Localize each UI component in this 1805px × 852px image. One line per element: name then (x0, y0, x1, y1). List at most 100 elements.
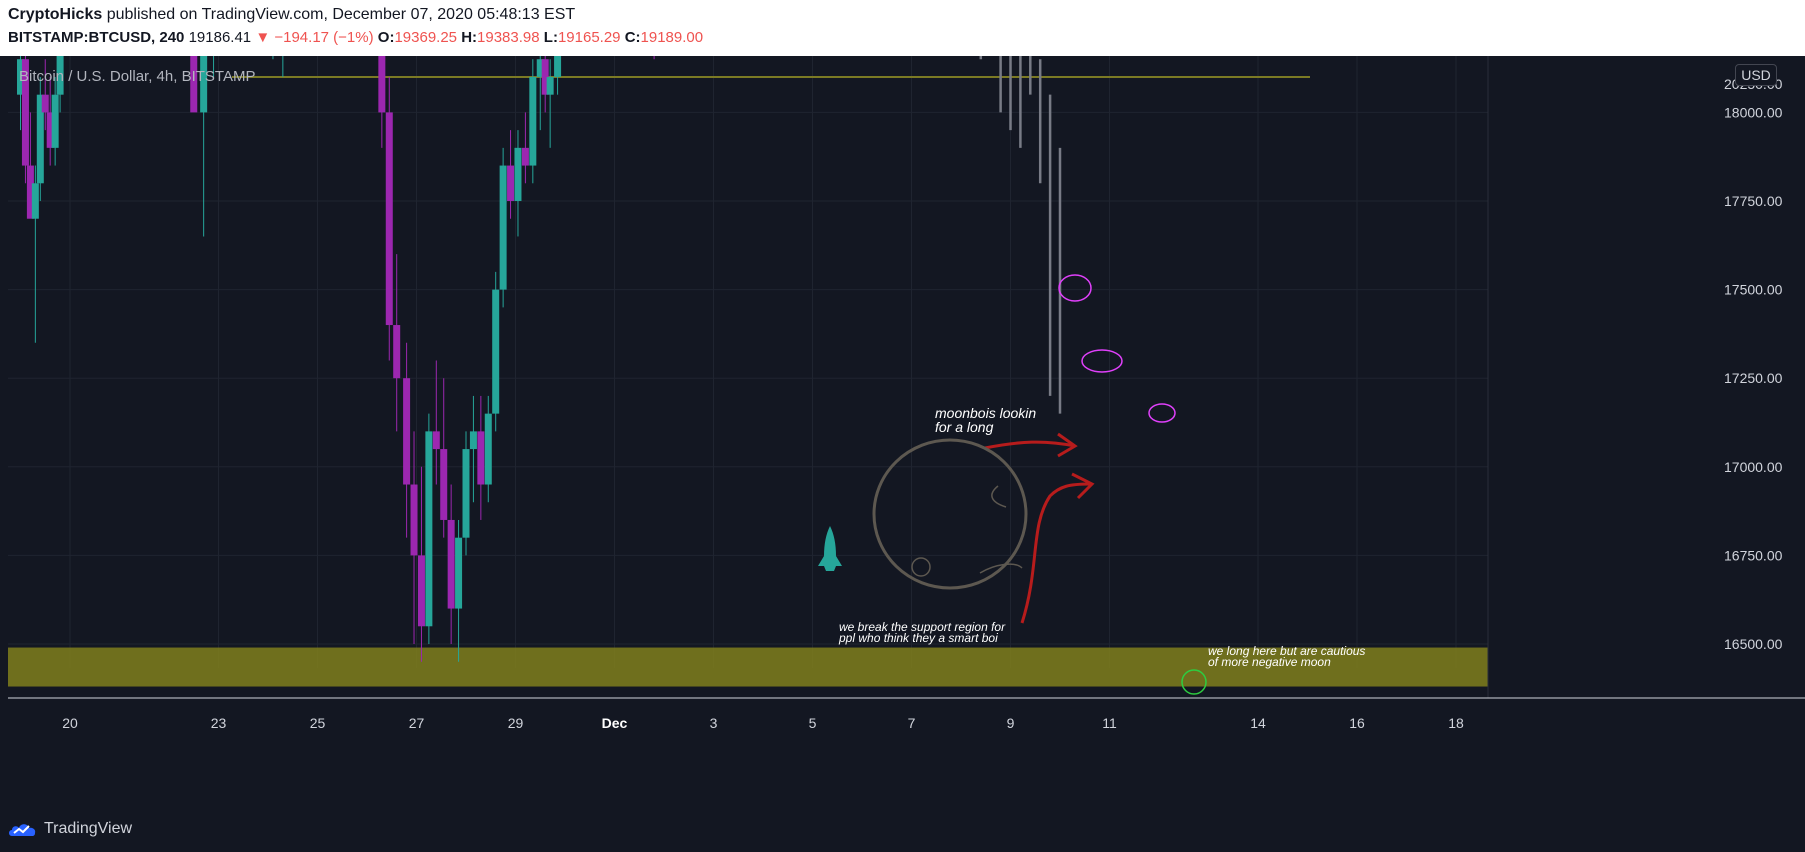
x-tick-label: 23 (211, 715, 227, 731)
y-tick-label: 17750.00 (1724, 193, 1783, 209)
green-circle-mark (1181, 669, 1207, 695)
chart-area[interactable]: 16500.00 16750.00 17000.00 17250.00 17500.00… (0, 56, 1805, 808)
annotation-moonbois: for a long (935, 419, 994, 435)
pink-circle-mark (1081, 349, 1123, 373)
currency-button[interactable]: USD (1735, 64, 1777, 86)
low-label: L: (543, 29, 558, 46)
red-arrow (984, 440, 1076, 450)
candle-body (200, 56, 208, 113)
open-value: 19369.25 (394, 29, 458, 46)
publish-line: CryptoHicks published on TradingView.com… (8, 6, 575, 24)
y-tick-label: 18000.00 (1724, 104, 1783, 120)
pink-circle-mark (1148, 403, 1176, 423)
candle-body (541, 59, 549, 95)
candle-body (417, 555, 425, 627)
close-label: C: (624, 29, 641, 46)
candle-body (403, 378, 411, 485)
chart-title: Bitcoin / U.S. Dollar, 4h, BITSTAMP (19, 68, 256, 85)
candle-body (492, 289, 500, 414)
candle-body (484, 413, 492, 485)
annotation-moonbois: moonbois lookin (935, 405, 1036, 421)
annotation-support: we break the support region for (839, 620, 1006, 634)
candle-body (514, 147, 522, 201)
candle-body (51, 94, 59, 148)
footer: TradingView (0, 808, 1805, 852)
x-tick-label: 14 (1250, 715, 1266, 731)
x-tick-label: 16 (1349, 715, 1365, 731)
candle-body (462, 449, 470, 538)
rocket-icon (818, 526, 842, 571)
candle-body (432, 431, 440, 450)
drawn-small-circle (911, 557, 931, 577)
y-tick-label: 17000.00 (1724, 459, 1783, 475)
candle-body (56, 56, 64, 95)
candle-body (546, 76, 554, 95)
x-tick-label: 27 (409, 715, 425, 731)
low-value: 19165.29 (557, 29, 621, 46)
drawn-stroke (991, 485, 1007, 508)
plot-background (8, 56, 1488, 668)
candle-body (410, 484, 418, 556)
annotation-support: ppl who think they a smart boi (838, 631, 998, 645)
candle-body (21, 59, 29, 166)
x-tick-label: 18 (1448, 715, 1464, 731)
candle-body (529, 76, 537, 166)
y-tick-label: 17250.00 (1724, 370, 1783, 386)
price-axis-background (1488, 56, 1805, 808)
candle-body (41, 94, 49, 113)
quote-line: BITSTAMP:BTCUSD, 240 19186.41 ▼ −194.17 … (8, 29, 703, 46)
high-label: H: (461, 29, 478, 46)
candle-body (36, 94, 44, 184)
candle-body (447, 519, 455, 609)
published-text: published on TradingView.com, December 0… (106, 6, 576, 23)
y-tick-label: 17500.00 (1724, 282, 1783, 298)
pink-circle-mark (1058, 274, 1092, 302)
candle-body (536, 59, 544, 77)
candle-body (521, 147, 529, 166)
drawn-circle (872, 438, 1028, 590)
support-zone (8, 647, 1488, 687)
x-tick-label: 20 (62, 715, 78, 731)
candle-body (17, 59, 24, 95)
tradingview-logo[interactable]: TradingView (8, 820, 132, 838)
x-tick-label: 11 (1102, 715, 1117, 731)
candle-body (385, 112, 393, 326)
tradingview-cloud-icon (9, 824, 36, 836)
candle-body (469, 431, 477, 450)
change-text: −194.17 (−1%) (274, 29, 374, 46)
publish-header: CryptoHicks published on TradingView.com… (0, 0, 1805, 56)
annotation-long-here: we long here but are cautious (1208, 644, 1365, 658)
x-tick-label: 5 (809, 715, 817, 731)
candle-body (26, 165, 34, 219)
author-name[interactable]: CryptoHicks (8, 6, 103, 23)
red-arrow (1020, 482, 1091, 624)
x-tick-label: Dec (602, 715, 628, 731)
x-tick-label: 25 (310, 715, 326, 731)
candle-body (46, 112, 54, 148)
candle-body (455, 537, 463, 609)
y-tick-label: 16500.00 (1724, 636, 1783, 652)
candle-body (499, 165, 507, 290)
symbol-label: BITSTAMP:BTCUSD, 240 (8, 29, 185, 46)
candle-body (378, 56, 386, 113)
close-value: 19189.00 (640, 29, 704, 46)
candle-body (507, 165, 515, 201)
red-arrow-head (1071, 472, 1095, 500)
change-value: ▼ −194.17 (−1%) (255, 29, 377, 46)
candle-body (440, 449, 448, 520)
candle-body (554, 56, 562, 77)
x-tick-label: 9 (1007, 715, 1015, 731)
footer-brand: TradingView (44, 820, 133, 837)
red-arrow-head (1057, 432, 1078, 458)
candle-body (477, 431, 485, 485)
open-label: O: (377, 29, 395, 46)
annotation-long-here: of more negative moon (1208, 655, 1331, 669)
x-tick-label: 7 (908, 715, 916, 731)
candle-body (190, 56, 198, 113)
high-value: 19383.98 (477, 29, 540, 46)
x-tick-label: 29 (508, 715, 524, 731)
last-price: 19186.41 (188, 29, 252, 46)
price-chart[interactable]: 16500.00 16750.00 17000.00 17250.00 17500.00… (0, 56, 1805, 808)
y-tick-label: 16750.00 (1724, 547, 1783, 563)
x-tick-label: 3 (710, 715, 718, 731)
